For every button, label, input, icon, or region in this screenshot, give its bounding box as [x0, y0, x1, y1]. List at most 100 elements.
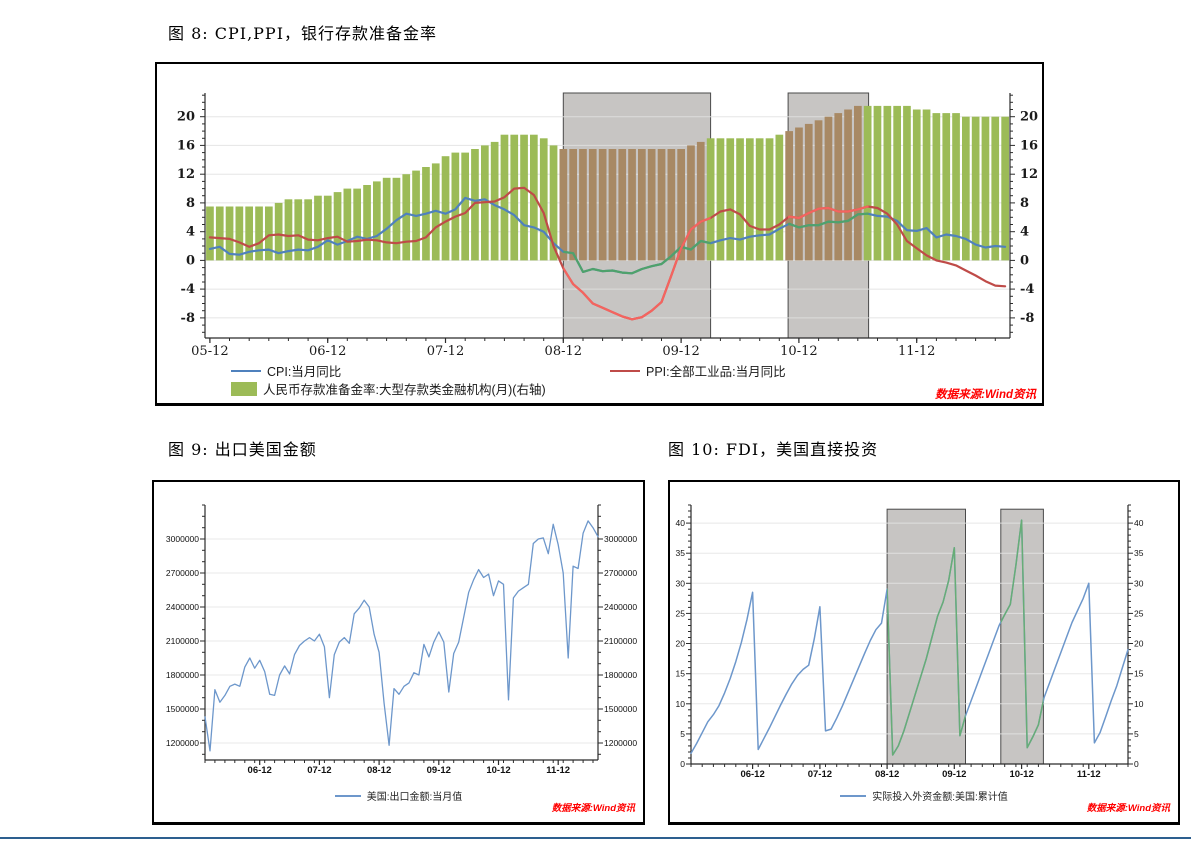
bar: [461, 152, 469, 261]
y-tick-label: 10: [1134, 699, 1144, 709]
bar: [618, 149, 627, 261]
legend-item-cpi: CPI:当月同比: [231, 361, 341, 380]
y-tick-label: 20: [676, 639, 686, 649]
bar: [520, 134, 528, 261]
y-tick-label: 15: [1134, 669, 1144, 679]
y-tick-label: 1800000: [166, 670, 199, 680]
bar: [863, 105, 872, 261]
y-tick-label: -8: [181, 311, 195, 326]
y-tick-label: 1200000: [604, 738, 637, 748]
bar: [814, 120, 823, 261]
figure8-source: 数据来源:Wind资讯: [935, 389, 1036, 401]
bar: [834, 113, 843, 261]
axes: [686, 504, 1133, 769]
bar: [294, 199, 303, 261]
figure9-source: 数据来源:Wind资讯: [551, 803, 635, 814]
y-tick-label: 12: [1020, 167, 1038, 182]
y-tick-label: 2400000: [604, 602, 637, 612]
bar: [971, 116, 980, 261]
bar: [687, 145, 695, 261]
bar: [441, 156, 450, 261]
x-tick-label: 10-12: [1009, 769, 1033, 780]
y-tick-label: 4: [186, 225, 195, 240]
bar: [1001, 116, 1009, 261]
bar: [638, 149, 646, 261]
x-tick-label: 07-12: [808, 769, 832, 780]
x-tick-label: 06-12: [309, 344, 346, 359]
x-tick-label: 08-12: [875, 769, 899, 780]
series-line-0-shaded: [887, 547, 966, 756]
bar: [598, 149, 607, 261]
legend-label-export: 美国:出口金额:当月值: [366, 792, 463, 803]
x-tick-label: 09-12: [942, 769, 966, 780]
y-tick-label: 0: [680, 759, 685, 769]
y-tick-label: 2100000: [166, 636, 199, 646]
bar: [883, 105, 892, 261]
y-tick-label: 16: [1020, 138, 1038, 153]
figure9-title: 图 9: 出口美国金额: [168, 440, 317, 459]
bar: [991, 116, 1000, 261]
bar: [530, 134, 538, 261]
y-tick-label: 20: [177, 110, 195, 125]
bar: [962, 116, 970, 261]
axes: [200, 504, 603, 765]
x-tick-label: 08-12: [367, 765, 391, 776]
x-tick-label: 11-12: [1077, 769, 1101, 780]
y-tick-label: 3000000: [166, 534, 199, 544]
figure10-title: 图 10: FDI，美国直接投资: [668, 440, 879, 459]
bar: [765, 138, 774, 261]
bar: [284, 199, 293, 261]
bar: [696, 141, 705, 261]
figure8-chart-frame: -8 -8 -4 -4 0 0 4 4 8 8 12 12 16 16 20 20 05-12 06-12 07-1…: [155, 62, 1044, 406]
bar: [353, 188, 361, 261]
y-tick-label: 5: [1134, 729, 1139, 739]
bar: [903, 105, 911, 261]
bar: [559, 149, 568, 261]
bar: [333, 192, 342, 261]
page-footer-rule: [0, 837, 1191, 839]
bar: [569, 149, 577, 261]
bar: [363, 185, 371, 261]
bar: [912, 109, 921, 261]
bar: [775, 134, 784, 261]
y-tick-label: 0: [1134, 759, 1139, 769]
cpi-line-marker: [231, 369, 261, 372]
y-tick-label: 20: [1134, 639, 1144, 649]
figure9-plot: 1200000 1200000 1500000 1500000 1800000 18000…: [166, 504, 637, 776]
y-tick-label: 12: [177, 167, 195, 182]
y-tick-label: 35: [1134, 548, 1144, 558]
y-tick-label: 0: [186, 253, 195, 268]
y-tick-label: -8: [1020, 311, 1034, 326]
bar: [716, 138, 725, 261]
bar: [755, 138, 764, 261]
export-line-marker: [334, 794, 361, 797]
bar: [647, 149, 656, 261]
figure10-chart-frame: 0 0 5 5 10 10 15 15 20 20 25 25 30 30 35 35 40 40 06-12 07-…: [668, 480, 1180, 825]
highlight-region: [886, 508, 967, 765]
bar: [657, 149, 666, 261]
bar: [922, 109, 931, 261]
figure10-plot: 0 0 5 5 10 10 15 15 20 20 25 25 30 30 35 35 40 40 06-12 07-…: [676, 504, 1144, 780]
y-tick-label: 30: [1134, 578, 1144, 588]
bar: [932, 113, 941, 261]
y-tick-label: 2700000: [604, 568, 637, 578]
ppi-line-marker: [610, 369, 640, 372]
bar: [343, 188, 352, 261]
y-tick-label: 16: [177, 138, 195, 153]
bar: [628, 149, 636, 261]
bar: [854, 105, 862, 261]
y-tick-label: 1500000: [604, 704, 637, 714]
x-tick-label: 06-12: [248, 765, 272, 776]
bar: [323, 195, 332, 261]
y-tick-label: 10: [676, 699, 686, 709]
bar: [706, 138, 715, 261]
x-tick-label: 11-12: [546, 765, 570, 776]
legend-label-cpi: CPI:当月同比: [267, 365, 342, 379]
legend-item-fdi: 实际投入外资金额:美国:累计值: [670, 788, 1178, 803]
bar: [549, 145, 558, 261]
bar: [274, 202, 283, 261]
bar: [304, 199, 312, 261]
y-tick-label: 30: [676, 578, 686, 588]
bar: [539, 138, 548, 261]
y-tick-label: 25: [1134, 608, 1144, 618]
